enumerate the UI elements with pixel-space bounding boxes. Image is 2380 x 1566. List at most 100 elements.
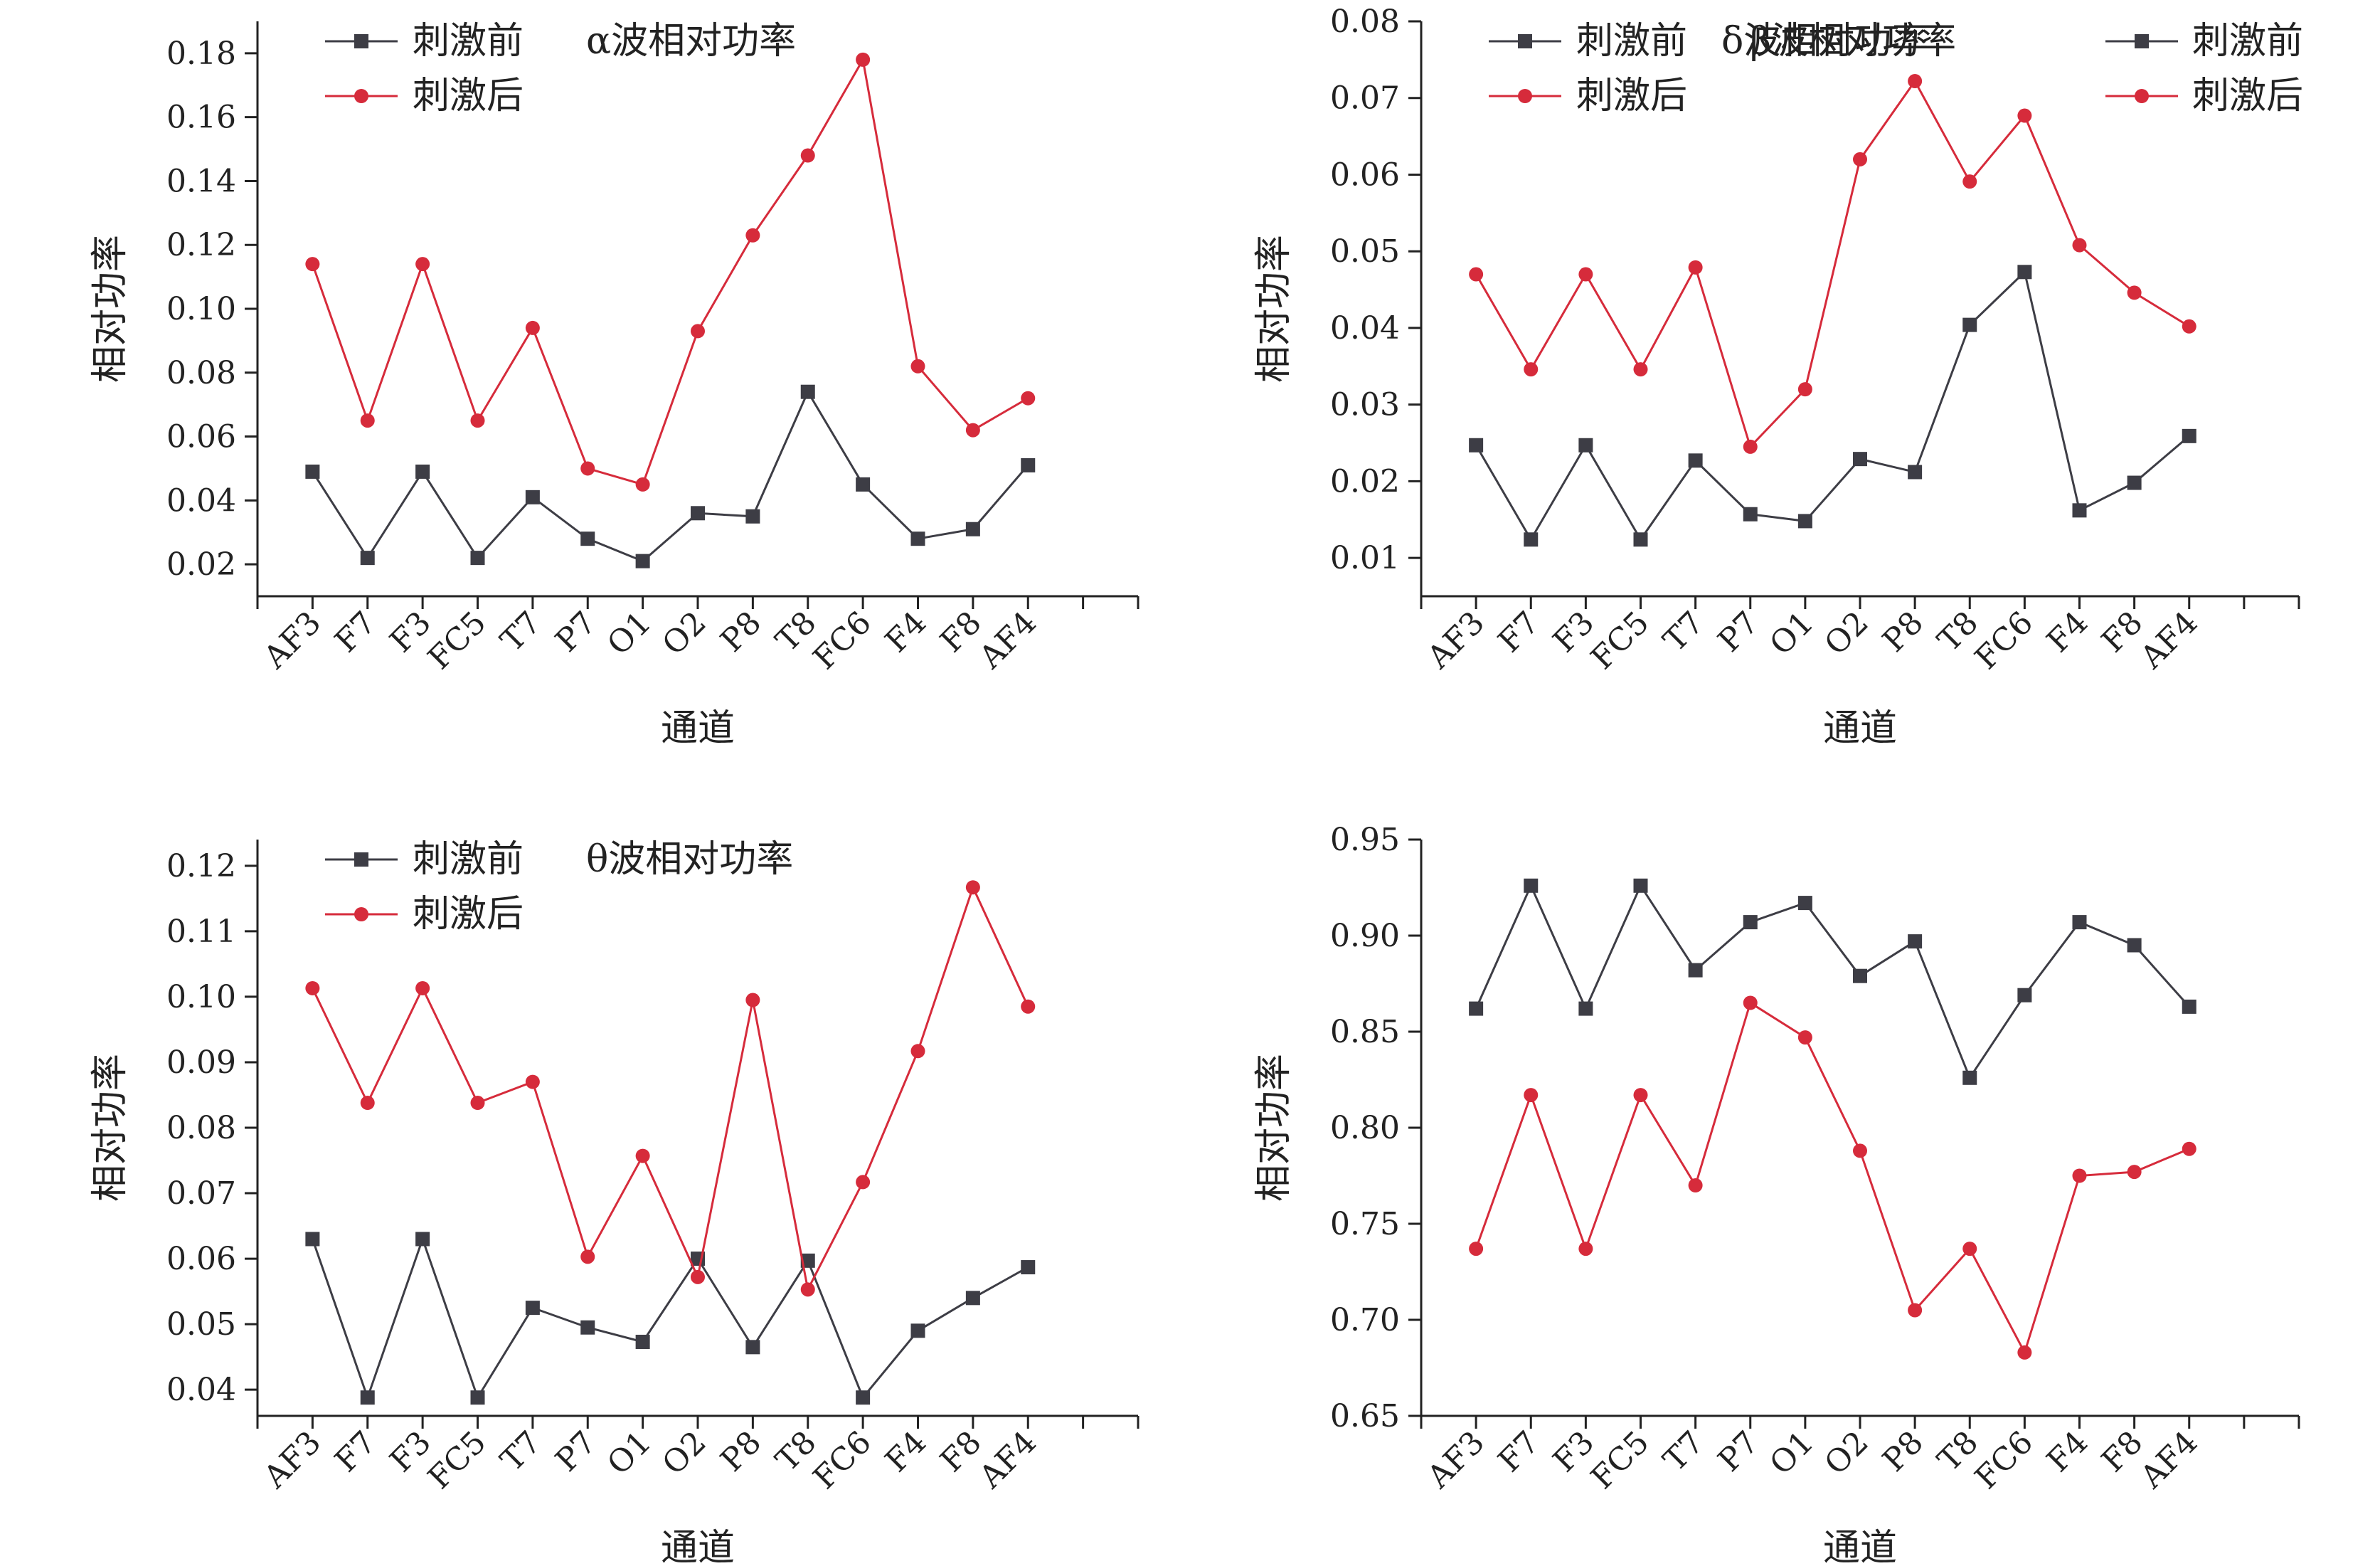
x-tick-label: O2 [1817,605,1875,662]
x-tick-label: P8 [713,605,768,660]
data-point [360,551,375,566]
data-point [856,52,871,67]
x-tick-label: FC6 [807,605,878,677]
data-point [415,464,430,479]
data-point [1633,878,1648,893]
chart-title: θ波相对功率 [586,838,793,881]
data-point [800,1253,815,1268]
legend-label: 刺激前 [1576,20,1687,63]
x-tick-label: P8 [1876,605,1930,660]
x-tick-label: AF3 [1420,1424,1492,1496]
y-tick-label: 0.02 [166,546,236,583]
series-line [312,389,1029,563]
data-point [1578,438,1593,453]
data-point [1797,1030,1812,1045]
series-after [305,52,1036,492]
y-tick-label: 0.01 [1330,540,1400,576]
data-point [415,980,430,995]
y-tick-label: 0.12 [166,848,236,884]
data-point [910,1323,925,1338]
x-tick-label: F7 [1492,605,1546,660]
x-tick-label: F7 [1492,1424,1546,1479]
y-tick-label: 0.10 [166,979,236,1015]
data-point [965,880,980,895]
data-point [856,477,871,492]
data-point [415,257,430,272]
data-point [305,257,320,272]
data-point [635,1334,650,1349]
data-point [1908,74,1923,89]
data-point [580,1249,595,1264]
data-point [1633,1088,1648,1103]
data-point [1524,1088,1539,1103]
y-tick-label: 0.80 [1330,1110,1400,1146]
data-point [1797,382,1812,397]
data-point [525,1301,540,1316]
data-point [691,1269,705,1284]
y-axis-title: 相对功率 [89,1054,132,1202]
data-point [1743,995,1758,1010]
data-point [1908,1303,1923,1318]
data-point [2072,915,2087,930]
x-tick-label: O2 [1817,1424,1875,1482]
data-point [360,1096,375,1111]
data-point [1469,267,1484,282]
data-point [525,1074,540,1089]
chart-title: α波相对功率 [586,20,796,63]
legend-label: 刺激前 [413,838,524,881]
y-tick-label: 0.05 [1330,233,1400,270]
y-axis-title: 相对功率 [1253,1054,1295,1202]
y-tick-label: 0.70 [1330,1302,1400,1338]
x-tick-label: P7 [1711,1424,1766,1479]
legend-label: 刺激后 [1576,75,1687,117]
data-point [1469,1001,1484,1016]
y-tick-label: 0.05 [166,1306,236,1343]
x-axis-title: 通道 [1823,707,1897,750]
data-point [965,423,980,438]
legend-marker [354,34,368,48]
y-tick-label: 0.95 [1330,822,1400,858]
x-tick-label: FC5 [421,1424,493,1496]
legend-marker [354,907,368,921]
legend-label: 刺激前 [2192,20,2303,63]
x-axis-title: 通道 [1823,1527,1897,1566]
data-point [360,1390,375,1405]
y-tick-label: 0.90 [1330,918,1400,954]
data-point [2017,265,2032,280]
data-point [1021,457,1036,472]
y-tick-label: 0.08 [1330,4,1400,40]
data-point [635,477,650,492]
chart-title: β波相对功率 [1750,20,1956,63]
data-point [1578,1001,1593,1016]
data-point [1688,260,1703,275]
x-tick-label: O1 [600,1424,658,1482]
x-tick-label: T7 [494,605,548,660]
data-point [910,1044,925,1059]
x-tick-label: P8 [1876,1424,1930,1479]
data-point [2182,999,2196,1014]
x-tick-label: AF4 [2133,1424,2205,1496]
series-line [1475,1001,2190,1355]
data-point [1853,452,1867,467]
x-tick-label: T7 [1657,1424,1711,1479]
y-tick-label: 0.06 [1330,157,1400,193]
data-point [2017,108,2032,123]
series-before [305,384,1036,568]
data-point [525,490,540,504]
data-point [1469,1242,1484,1256]
x-tick-label: O2 [655,605,713,662]
data-point [1853,152,1867,166]
y-tick-label: 0.65 [1330,1398,1400,1434]
x-tick-label: F4 [878,1424,933,1479]
y-tick-label: 0.08 [166,1110,236,1146]
data-point [305,464,320,479]
data-point [800,1282,815,1297]
y-tick-label: 0.14 [166,163,236,199]
x-tick-label: P7 [548,605,603,660]
data-point [965,1291,980,1306]
data-point [1853,1143,1867,1158]
legend-marker [1518,89,1532,103]
x-axis-title: 通道 [661,707,735,750]
